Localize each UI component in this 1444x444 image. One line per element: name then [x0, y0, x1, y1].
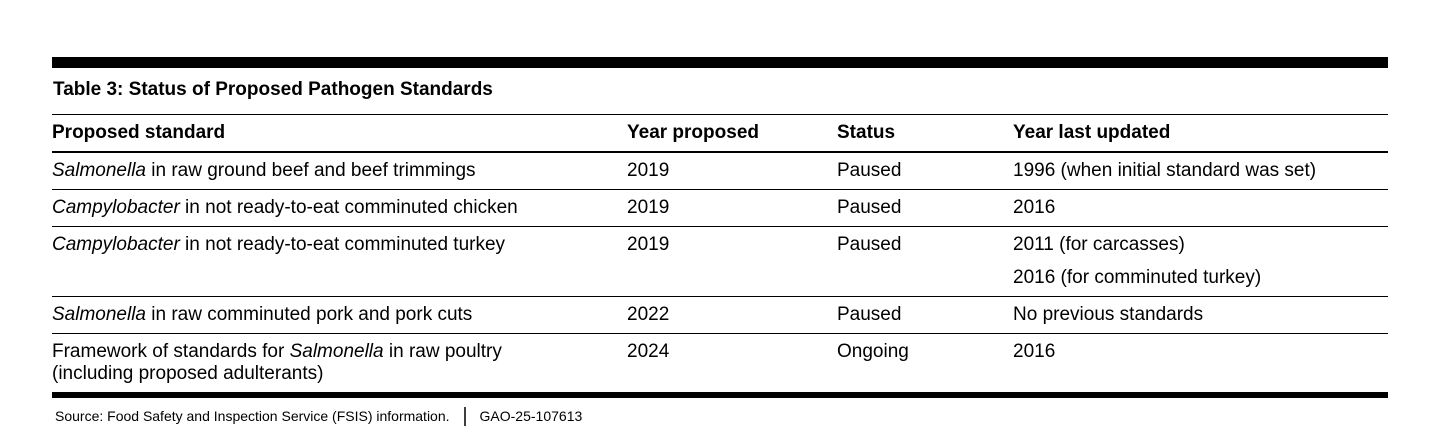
year-updated-line: 2011 (for carcasses): [1013, 234, 1185, 255]
table-row: Salmonella in raw comminuted pork and po…: [52, 296, 1388, 334]
cell-standard: Campylobacter in not ready-to-eat commin…: [52, 189, 627, 227]
source-line: Source: Food Safety and Inspection Servi…: [52, 407, 1388, 426]
cell-standard: Salmonella in raw comminuted pork and po…: [52, 296, 627, 334]
year-updated-line: 2016: [1013, 341, 1056, 362]
column-header-proposed-standard: Proposed standard: [52, 114, 627, 153]
table-title: Table 3: Status of Proposed Pathogen Sta…: [53, 79, 493, 100]
column-header-status: Status: [837, 114, 1013, 153]
cell-status: Paused: [837, 189, 1013, 227]
standard-text: in not ready-to-eat comminuted turkey: [179, 234, 506, 255]
cell-status: Paused: [837, 160, 902, 181]
standard-text: Framework of standards for: [52, 341, 290, 362]
cell-year-proposed: 2022: [627, 296, 837, 334]
year-updated-line: 1996 (when initial standard was set): [1013, 160, 1317, 181]
column-header-year-proposed: Year proposed: [627, 114, 837, 153]
standard-text: in not ready-to-eat comminuted chicken: [179, 197, 518, 218]
pathogen-name: Salmonella: [52, 160, 146, 181]
standard-text: (including proposed adulterants): [52, 363, 324, 384]
cell-year-proposed: 2024: [627, 333, 837, 395]
cell-year-proposed: 2019: [627, 189, 837, 227]
year-updated-line: No previous standards: [1013, 304, 1204, 325]
cell-year-last-updated: 2011 (for carcasses) 2016 (for comminuted…: [1013, 226, 1388, 297]
cell-year-last-updated: 1996 (when initial standard was set): [1013, 152, 1388, 190]
cell-year-proposed: 2019: [627, 160, 670, 181]
source-separator: [463, 407, 466, 426]
table-header-row: Proposed standard Year proposed Status Y…: [52, 114, 1388, 153]
standard-text: in raw ground beef and beef trimmings: [146, 160, 476, 181]
pathogen-name: Campylobacter: [52, 234, 180, 255]
table-figure: Table 3: Status of Proposed Pathogen Sta…: [52, 57, 1388, 426]
cell-status: Ongoing: [837, 333, 1013, 395]
table-row: Salmonella in raw ground beef and beef t…: [52, 152, 1388, 190]
top-divider-bar: [52, 57, 1388, 68]
cell-year-last-updated: No previous standards: [1013, 296, 1388, 334]
standard-text: in raw comminuted pork and pork cuts: [146, 304, 473, 325]
year-updated-line: 2016: [1013, 197, 1056, 218]
cell-standard: Salmonella in raw ground beef and beef t…: [52, 152, 627, 190]
column-header-year-last-updated: Year last updated: [1013, 114, 1388, 153]
report-number: GAO-25-107613: [479, 408, 583, 424]
cell-year-last-updated: 2016: [1013, 189, 1388, 227]
source-text: Source: Food Safety and Inspection Servi…: [55, 408, 450, 424]
table-row: Campylobacter in not ready-to-eat commin…: [52, 226, 1388, 297]
cell-status: Paused: [837, 226, 1013, 297]
table-row: Framework of standards for Salmonella in…: [52, 333, 1388, 395]
cell-year-last-updated: 2016: [1013, 333, 1388, 395]
cell-standard: Framework of standards for Salmonella in…: [52, 333, 627, 395]
standard-text: in raw poultry: [383, 341, 502, 362]
pathogen-name: Salmonella: [52, 304, 146, 325]
cell-year-proposed: 2019: [627, 226, 837, 297]
cell-standard: Campylobacter in not ready-to-eat commin…: [52, 226, 627, 297]
year-updated-line: 2016 (for comminuted turkey): [1013, 267, 1262, 288]
pathogen-name: Campylobacter: [52, 197, 180, 218]
table-row: Campylobacter in not ready-to-eat commin…: [52, 189, 1388, 227]
pathogen-standards-table: Proposed standard Year proposed Status Y…: [52, 114, 1388, 398]
cell-status: Paused: [837, 296, 1013, 334]
pathogen-name: Salmonella: [289, 341, 384, 362]
